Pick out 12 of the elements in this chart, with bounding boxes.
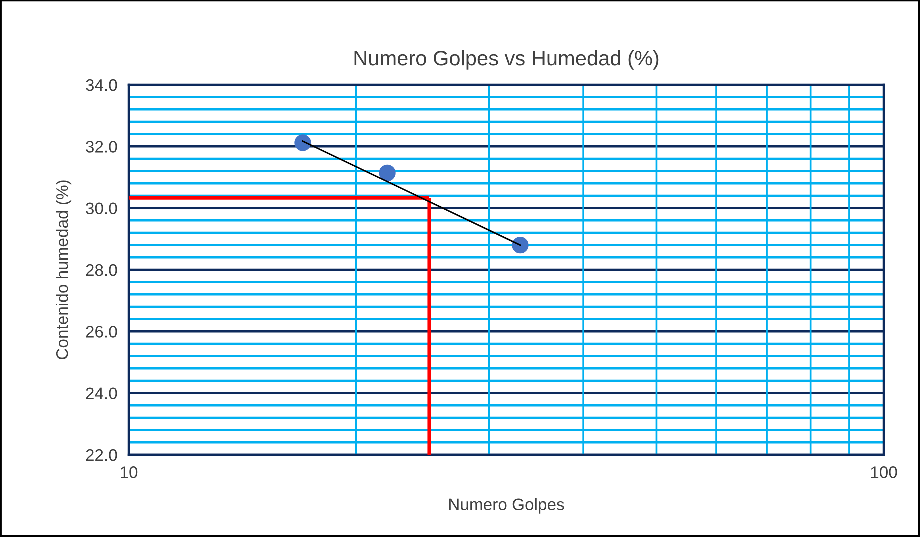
y-tick-label: 34.0 <box>86 79 118 92</box>
x-axis-title: Numero Golpes <box>450 498 564 514</box>
x-tick-label: 10 <box>121 466 138 478</box>
x-tick-label: 100 <box>871 466 898 478</box>
y-tick-label: 22.0 <box>86 449 118 462</box>
chart-title: Numero Golpes vs Humedad (%) <box>354 50 659 70</box>
y-tick-label: 24.0 <box>86 388 118 400</box>
y-tick-label: 30.0 <box>86 202 118 215</box>
y-axis-title: Contenido humedad (%) <box>56 180 72 360</box>
y-tick-label: 26.0 <box>86 326 118 338</box>
y-tick-label: 32.0 <box>86 141 118 153</box>
y-tick-label: 28.0 <box>86 264 118 276</box>
